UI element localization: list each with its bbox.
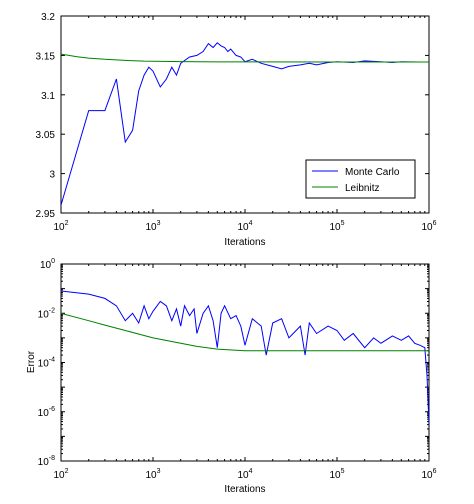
y-tick-label: 10-6 (38, 406, 55, 419)
bottom-axis-ticks: 102 103 104 105 106 10-8 10-6 10-4 10-2 100 (38, 258, 437, 481)
plot-area-bottom (60, 263, 430, 462)
legend-box (305, 159, 416, 199)
x-tick-label: 106 (421, 220, 436, 233)
x-tick-label: 105 (329, 220, 344, 233)
x-tick-label: 103 (145, 220, 160, 233)
series-line-bottom-0 (61, 290, 429, 425)
x-tick-label: 105 (329, 468, 344, 481)
x-tick-label: 106 (421, 468, 436, 481)
y-tick-label: 10-8 (38, 455, 55, 468)
top-xlabel: Iterations (224, 237, 265, 248)
bottom-series (61, 290, 429, 425)
top-series (61, 42, 429, 206)
x-tick-label: 104 (237, 468, 252, 481)
x-tick-label: 102 (53, 468, 68, 481)
bottom-ylabel: Error (26, 350, 37, 373)
legend-label-leibnitz: Leibnitz (345, 183, 379, 194)
bottom-xlabel: Iterations (224, 484, 265, 495)
series-line-bottom-1 (61, 312, 429, 352)
chart-bottom: 102 103 104 105 106 10-8 10-6 10-4 10-2 100 Itera… (26, 258, 437, 495)
y-tick-label: 2.95 (36, 209, 56, 220)
y-tick-label: 3.05 (36, 130, 56, 141)
series-line-top-1 (61, 53, 429, 63)
legend: Monte Carlo Leibnitz (305, 159, 416, 199)
legend-label-monte-carlo: Monte Carlo (345, 167, 400, 178)
y-tick-label: 3.1 (41, 91, 55, 102)
y-tick-label: 3 (49, 170, 55, 181)
chart-top: 102 103 104 105 106 2.95 3 3.05 3.1 3.15 3.2 Itera… (36, 12, 437, 248)
y-tick-label: 10-4 (38, 357, 55, 370)
y-tick-label: 100 (40, 258, 55, 271)
y-tick-label: 3.15 (36, 51, 56, 62)
x-tick-label: 102 (53, 220, 68, 233)
y-tick-label: 3.2 (41, 12, 55, 23)
y-tick-label: 10-2 (38, 307, 55, 320)
top-axis-ticks: 102 103 104 105 106 2.95 3 3.05 3.1 3.15 3.2 (36, 12, 437, 233)
x-tick-label: 103 (145, 468, 160, 481)
x-tick-label: 104 (237, 220, 252, 233)
